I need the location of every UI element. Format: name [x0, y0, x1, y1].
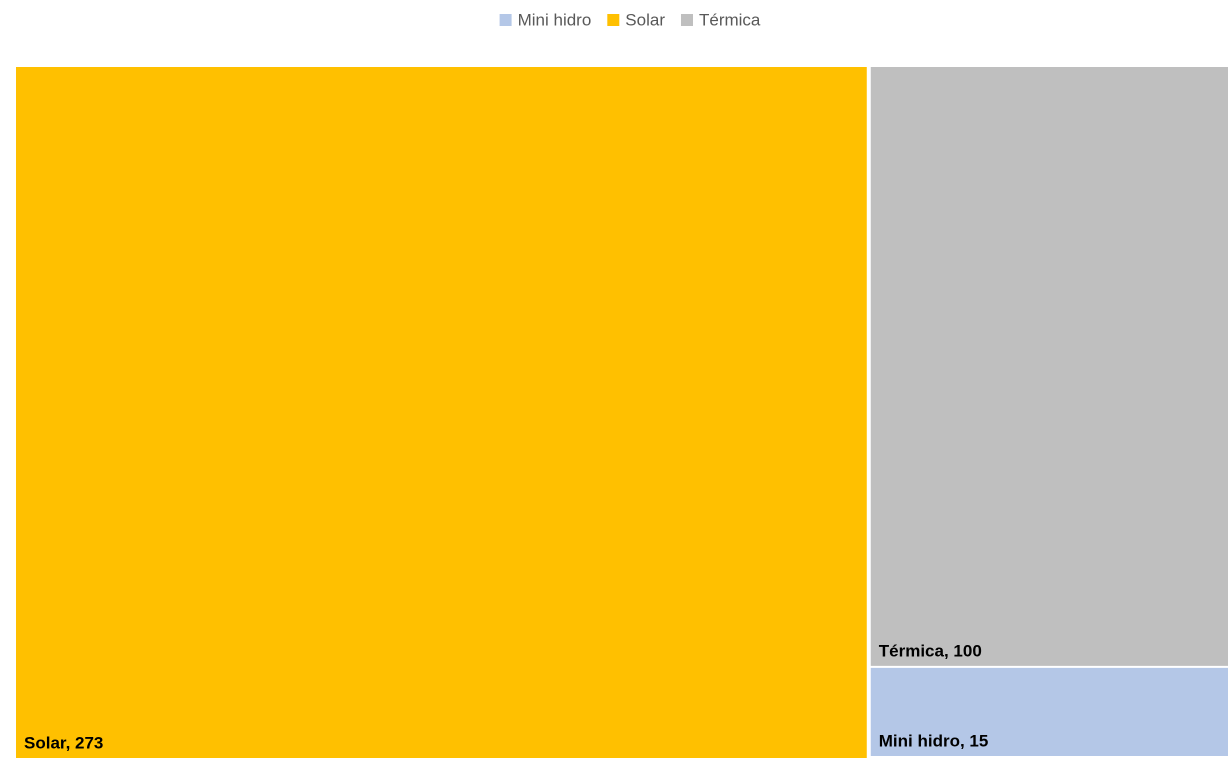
legend-text: Térmica [699, 10, 761, 29]
tile-label: Térmica, 100 [879, 641, 982, 660]
legend-text: Mini hidro [518, 10, 592, 29]
legend-swatch [680, 14, 693, 26]
tile-label: Mini hidro, 15 [879, 731, 989, 750]
legend: Mini hidro Solar Térmica [499, 10, 761, 29]
legend-swatch [499, 14, 512, 26]
tile-label: Solar, 273 [24, 733, 103, 752]
tile [16, 67, 867, 758]
legend-text: Solar [625, 10, 665, 29]
tile [870, 667, 1228, 756]
tile [870, 67, 1228, 666]
legend-swatch [607, 14, 620, 26]
